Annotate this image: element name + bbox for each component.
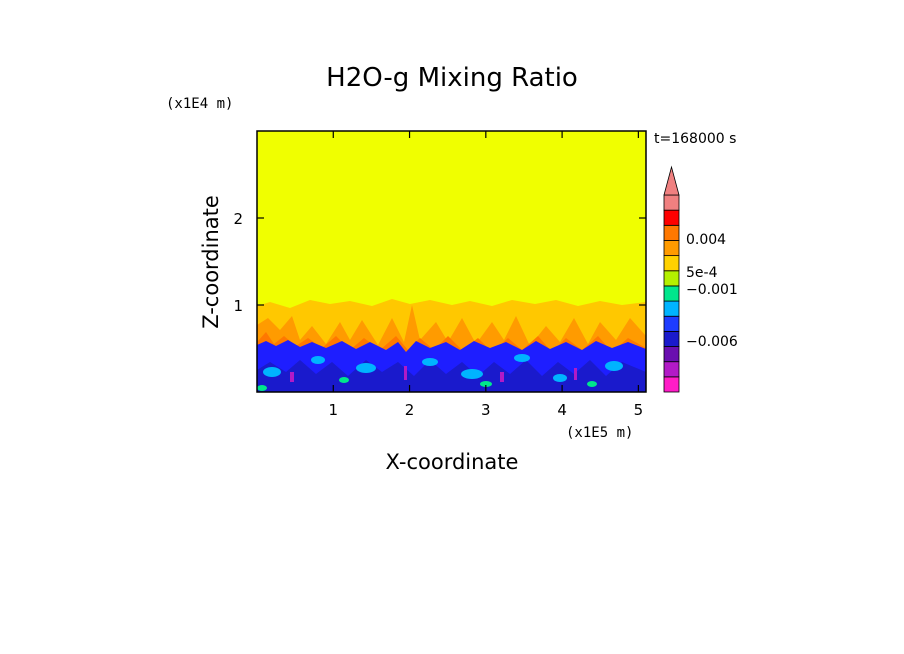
colorbar-segment [663, 209, 680, 226]
x-units-label: (x1E5 m) [566, 425, 633, 441]
y-tick-label: 2 [233, 210, 243, 228]
colorbar-segment [663, 376, 680, 393]
colorbar-tick-label: −0.006 [686, 334, 738, 350]
colorbar-segment [663, 224, 680, 241]
colorbar-segment [663, 315, 680, 332]
plot-area [256, 130, 647, 393]
lower-darkblue-layer [257, 360, 646, 392]
x-axis-label: X-coordinate [386, 450, 519, 474]
plot-frame [256, 130, 647, 393]
colorbar-segment [663, 270, 680, 287]
colorbar-tick-label: −0.001 [686, 282, 738, 298]
y-axis-ticks: 12 [233, 210, 646, 315]
x-axis-ticks: 1 2 3 4 5 [329, 131, 644, 419]
y-units-label: (x1E4 m) [166, 96, 233, 112]
x-tick-label: 5 [634, 401, 644, 419]
x-tick-label: 2 [405, 401, 415, 419]
colorbar-extend-arrow [663, 165, 680, 196]
colorbar-segment [663, 330, 680, 347]
colorbar-segment [663, 300, 680, 317]
x-tick-label: 3 [481, 401, 491, 419]
colorbar-segment [663, 285, 680, 302]
y-tick-label: 1 [233, 297, 243, 315]
colorbar-tick-label: 5e-4 [686, 265, 718, 281]
x-tick-label: 1 [329, 401, 339, 419]
cyan-pockets [263, 354, 623, 382]
x-tick-label: 4 [557, 401, 567, 419]
colorbar-segment [663, 255, 680, 272]
colorbar-segment [663, 346, 680, 363]
colorbar-segment [663, 240, 680, 257]
colorbar: 0.004 5e-4−0.001 −0.006 [663, 165, 738, 393]
time-label: t=168000 s [654, 131, 736, 147]
y-axis-label: Z-coordinate [199, 195, 223, 329]
colorbar-segment [663, 361, 680, 378]
green-pockets [257, 377, 597, 391]
colorbar-tick-label: 0.004 [686, 232, 726, 248]
chart-title: H2O-g Mixing Ratio [326, 63, 578, 93]
magenta-specks [290, 366, 577, 382]
colorbar-segment [663, 194, 680, 211]
